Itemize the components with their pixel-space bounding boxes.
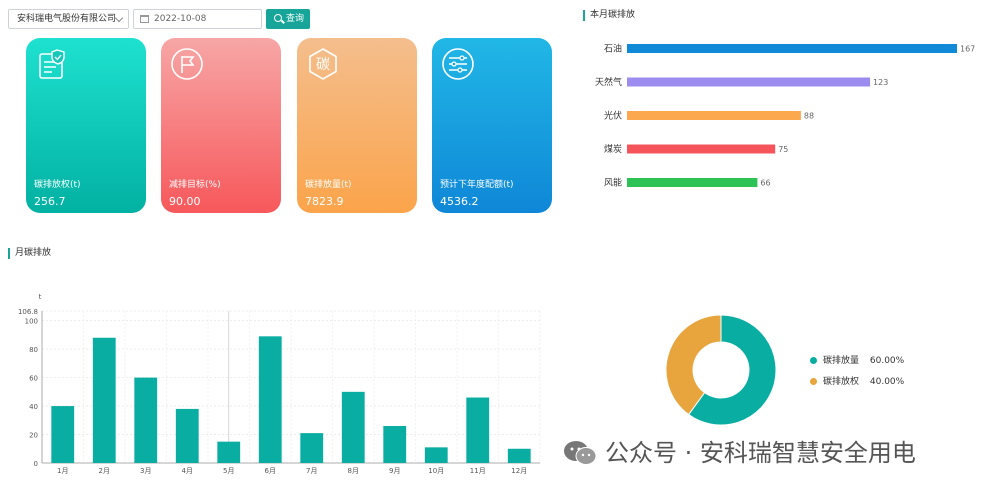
flag-icon (171, 48, 203, 80)
card-label: 减排目标(%) (169, 180, 221, 190)
card-value: 256.7 (34, 195, 66, 208)
bar-value-label: 75 (778, 145, 788, 154)
legend-name: 碳排放权 (823, 377, 860, 387)
y-tick-label: 20 (29, 432, 38, 440)
watermark-text: 公众号 · 安科瑞智慧安全用电 (605, 439, 916, 467)
bar-category-label: 天然气 (595, 76, 622, 88)
legend-dot (810, 378, 817, 385)
query-button-label: 查询 (286, 14, 305, 24)
hbar-bar (627, 111, 801, 120)
x-tick-label: 2月 (99, 467, 110, 475)
bar-category-label: 风能 (604, 177, 622, 189)
card-label: 碳排放量(t) (305, 180, 352, 190)
card-value: 90.00 (169, 195, 201, 208)
hbar-bar (627, 44, 957, 53)
x-tick-label: 12月 (511, 467, 527, 475)
legend-percent: 40.00% (869, 377, 905, 387)
y-tick-label: 60 (29, 375, 38, 383)
legend-item: 碳排放量 60.00% (810, 353, 904, 366)
card-carbon-emission-right: 碳排放权(t) 256.7 (26, 38, 146, 213)
month-bar (507, 448, 531, 463)
bar-value-label: 167 (960, 45, 975, 54)
month-bar (466, 397, 490, 463)
month-bar (134, 377, 158, 463)
x-tick-label: 9月 (389, 467, 400, 475)
card-label: 碳排放权(t) (34, 180, 81, 190)
y-tick-label: 106.8 (18, 308, 38, 316)
month-bar (383, 425, 407, 463)
legend-name: 碳排放量 (823, 356, 860, 366)
month-bar (258, 336, 282, 463)
x-tick-label: 8月 (348, 467, 359, 475)
x-tick-label: 10月 (428, 467, 444, 475)
card-value: 7823.9 (305, 195, 344, 208)
hbar-bar (627, 178, 758, 187)
x-tick-label: 3月 (140, 467, 151, 475)
x-tick-label: 7月 (306, 467, 317, 475)
date-input-value: 2022-10-08 (154, 14, 207, 24)
bar-category-label: 石油 (604, 43, 622, 55)
month-bar (300, 433, 324, 463)
donut-slice (665, 314, 722, 416)
monthly-carbon-bar-chart: 石油 167 天然气 123 光伏 88 煤炭 75 风能 66 (595, 43, 975, 189)
chevron-down-icon (114, 13, 124, 23)
x-tick-label: 11月 (470, 467, 486, 475)
query-button[interactable]: 查询 (266, 9, 310, 29)
x-tick-label: 1月 (57, 467, 68, 475)
x-tick-label: 5月 (223, 467, 234, 475)
sliders-icon (442, 48, 474, 80)
carbon-share-donut-chart (665, 314, 777, 426)
month-bar (92, 337, 116, 463)
card-reduction-target: 减排目标(%) 90.00 (161, 38, 281, 213)
donut-slice (687, 314, 777, 426)
month-bar (217, 441, 241, 463)
month-bar (175, 408, 199, 463)
card-carbon-emission: 碳 碳排放量(t) 7823.9 (297, 38, 417, 213)
search-icon (274, 14, 282, 22)
hbar-bar (627, 144, 776, 154)
company-select[interactable]: 安科瑞电气股份有限公司 (8, 9, 129, 29)
y-tick-label: 0 (34, 460, 38, 468)
legend-item: 碳排放权 40.00% (810, 374, 904, 387)
month-bar (424, 447, 448, 463)
bar-value-label: 88 (804, 112, 814, 121)
yearly-carbon-bar-chart: t 0 20 40 60 80 100 106.8 1月 2月 3月 4月 5月 6月 7月 8月 9月 10月 1… (18, 293, 541, 475)
company-select-value: 安科瑞电气股份有限公司 (17, 14, 117, 24)
x-tick-label: 4月 (182, 467, 193, 475)
card-next-year-quota: 预计下年度配额(t) 4536.2 (432, 38, 552, 213)
legend-dot (810, 357, 817, 364)
yearly-carbon-title: 月碳排放 (8, 248, 51, 259)
bar-category-label: 煤炭 (604, 143, 622, 155)
legend-percent: 60.00% (869, 356, 905, 366)
watermark: 公众号 · 安科瑞智慧安全用电 (563, 433, 916, 467)
x-tick-label: 6月 (265, 467, 276, 475)
y-tick-label: 80 (29, 346, 38, 354)
bar-value-label: 123 (873, 78, 888, 87)
date-input[interactable]: 2022-10-08 (133, 9, 262, 29)
hbar-bar (627, 77, 871, 87)
card-value: 4536.2 (440, 195, 479, 208)
card-label: 预计下年度配额(t) (440, 180, 514, 190)
y-axis-unit: t (39, 293, 42, 301)
monthly-carbon-title: 本月碳排放 (583, 10, 635, 21)
carbon-hexagon-icon: 碳 (309, 48, 337, 80)
calendar-icon (140, 15, 149, 23)
month-bar (341, 391, 365, 463)
document-check-icon (39, 49, 65, 79)
month-bar (51, 406, 75, 463)
y-tick-label: 100 (25, 318, 38, 326)
y-tick-label: 40 (29, 403, 38, 411)
bar-category-label: 光伏 (604, 110, 622, 122)
wechat-icon (564, 441, 597, 465)
bar-value-label: 66 (760, 179, 770, 188)
carbon-icon-text: 碳 (316, 57, 330, 73)
